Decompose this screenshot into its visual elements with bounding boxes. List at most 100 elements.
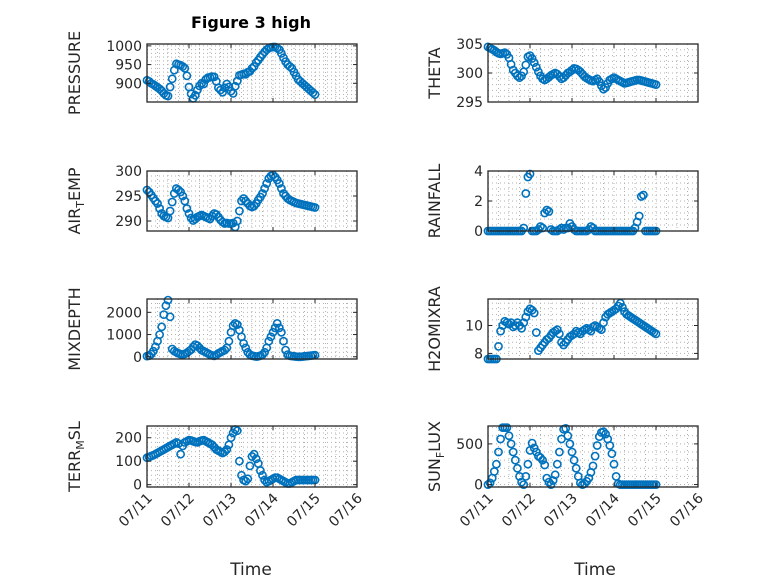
data-point [634,211,644,221]
data-point [590,451,600,461]
data-point [243,474,253,484]
data-point [599,427,608,437]
data-point [155,204,164,213]
subplot-6: 8 10 H2OMIXRA [425,286,699,372]
y-tick-label: 500 [456,437,483,453]
x-tick-label: 07/16 [326,490,366,530]
y-tick-label: 1000 [106,39,142,55]
x-tick-label: 07/14 [242,490,282,530]
data-point [308,88,318,97]
data-point [536,453,545,463]
data-point [569,455,579,465]
data-point [184,209,194,218]
data-point [544,477,554,487]
data-point [310,203,320,212]
data-point [599,84,608,94]
data-point [523,459,533,469]
data-point [255,466,265,475]
data-point [639,190,648,200]
data-point [234,206,244,216]
data-point [506,439,516,449]
data-point [167,74,177,84]
y-tick-label: 0 [474,478,483,494]
subplot-2: 295 300 305 THETA [425,37,699,111]
data-point [544,207,554,216]
data-point [260,184,269,193]
data-point [599,318,608,328]
x-tick-label: 07/12 [499,491,539,531]
y-tick-label: 2 [474,194,483,210]
figure-title: Figure 3 high [191,13,311,32]
data-point [586,326,596,336]
y-axis-label: PRESSURE [65,31,84,115]
y-tick-label: 295 [456,95,483,111]
y-tick-label: 0 [133,350,142,366]
data-point [519,480,529,489]
data-point [555,447,564,457]
data-point [618,302,627,312]
data-point [232,216,242,226]
data-point [180,63,190,73]
data-point [651,480,661,489]
y-tick-label: 290 [115,214,142,230]
data-point [274,323,284,333]
data-point [502,423,512,432]
data-point [228,321,238,331]
data-point [237,470,246,480]
data-point [199,79,209,89]
data-point [550,470,560,480]
axes-box [146,298,358,360]
y-axis-label: H2OMIXRA [425,286,444,372]
data-point [607,449,617,459]
data-point [226,433,236,443]
y-tick-label: 305 [456,37,483,53]
y-tick-label: 0 [133,478,142,494]
data-point [241,476,251,486]
data-point [504,431,514,441]
data-point [222,445,232,454]
data-point [540,460,550,470]
data-point [262,179,272,188]
y-tick-label: 0 [474,224,483,240]
data-point [270,323,280,333]
data-point [165,312,175,322]
y-tick-label: 2000 [106,305,142,321]
data-point [155,330,164,339]
data-point [153,199,162,208]
data-point [563,431,573,441]
data-point [531,328,541,337]
data-point [521,60,531,70]
x-axis-label-right: Time [573,560,616,580]
data-point [180,196,190,206]
subplot-7: 0 100 200 07/11 07/12 07/13 07/14 07/15 07/16 TER… [65,421,366,530]
data-point [167,197,177,207]
data-point [605,441,615,450]
data-point [510,455,520,465]
data-point [567,447,577,457]
data-point [266,332,276,342]
data-point [182,204,192,213]
x-tick-label: 07/11 [116,491,156,531]
data-point [260,475,269,485]
y-tick-label: 100 [115,454,142,470]
data-point [571,463,581,473]
subplot-3: 290 295 300 AIRTEMP [65,164,358,235]
data-point [247,63,257,73]
data-point [249,449,259,459]
x-tick-label: 07/11 [457,491,497,531]
data-point [220,345,230,355]
data-point [521,189,531,198]
data-point [279,336,288,346]
axes-box [487,298,699,360]
data-point [220,447,230,457]
y-tick-label: 200 [115,431,142,447]
data-point [178,62,188,71]
data-point [527,438,537,448]
y-axis-label: SUNFLUX [425,421,447,492]
data-point [494,447,503,457]
x-tick-label: 07/16 [667,490,707,530]
y-axis-label: MIXDEPTH [65,287,84,370]
x-tick-label: 07/15 [284,491,324,531]
data-point [552,459,562,469]
